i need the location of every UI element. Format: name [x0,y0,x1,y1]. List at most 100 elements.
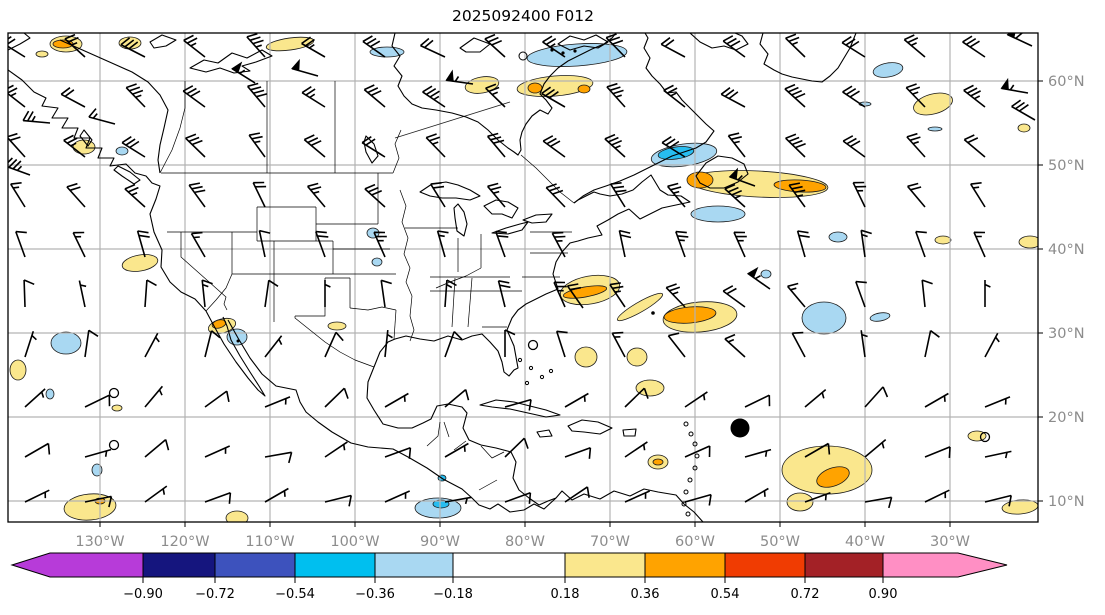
island-ring [694,453,700,459]
wind-barb [852,181,867,208]
wind-barb [564,447,592,459]
wind-barb [924,489,950,503]
wind-barb [419,37,446,58]
wind-barb [984,450,1012,459]
wind-barb-shaft [606,82,626,108]
wind-barb [8,132,26,158]
wind-barb [204,390,230,408]
wind-barb [425,133,446,158]
contour-patch [652,458,664,466]
wind-barb [744,487,769,503]
wind-barb-shaft [564,486,590,503]
wind-barb-shaft [551,231,566,258]
wind-barb [258,229,271,258]
wind-barb-shaft [264,335,283,358]
wind-barb [136,230,150,258]
wind-barb [611,331,626,358]
wind-barb [363,84,386,108]
x-tick-label: 50°W [760,534,800,550]
calm-wind-circle [108,439,120,451]
wind-barb [924,392,949,408]
wind-barb-shaft [729,175,756,187]
island-ring [524,380,530,386]
wind-barb-shaft [864,386,889,408]
wind-barb [545,183,566,208]
border-path [349,306,397,311]
wind-barb-shaft [15,230,27,258]
wind-barb-shaft [495,230,509,258]
wind-barb [485,83,506,108]
contour-patch [371,257,383,267]
wind-barb [841,36,866,58]
wind-barb-shaft [8,84,26,108]
wind-barb [791,331,806,358]
wind-barb-shaft [204,492,232,504]
wind-barb-shaft [722,35,746,58]
wind-barb [84,394,111,408]
coastline-path [567,419,613,435]
contour-line [394,101,511,139]
contour-patch [616,292,664,322]
contour-patch [626,347,648,367]
wind-barb [188,182,206,208]
colorbar-tick-label: −0.90 [123,587,163,602]
wind-barb [361,136,386,158]
wind-barb-shaft [291,67,319,77]
wind-barb [63,134,86,158]
wind-barb-shaft [963,84,986,108]
wind-barb [72,231,86,258]
colorbar-segment [142,552,216,578]
colorbar: −0.90 −0.72 −0.54 −0.36 −0.18 0.18 0.36 0.54 0.7… [10,552,1008,602]
wind-barb-shaft [484,33,506,58]
wind-barb-shaft [84,495,113,508]
wind-barb [306,182,326,208]
wind-barb [444,331,463,358]
wind-barb-shaft [144,385,164,408]
wind-barb [15,230,27,258]
contour-patch [115,146,129,156]
wind-barb-shaft [924,392,949,408]
wind-barb-shaft [675,230,689,258]
wind-barb [10,182,26,208]
wind-barb [864,496,893,509]
wind-barb-shaft [860,330,868,358]
wind-barb-shaft [1011,99,1036,121]
contour-patch [1018,235,1038,249]
island-ring [517,357,523,363]
island-ring [688,431,694,437]
wind-barb-shaft [906,182,926,208]
wind-barb [842,135,866,158]
wind-barb-shaft [380,279,392,308]
wind-barb-shaft [384,447,412,459]
wind-barb-shaft [303,134,326,158]
wind-barb [144,438,170,458]
grid-layer [8,33,1038,522]
wind-barb [860,330,868,358]
wind-barb [786,282,806,308]
y-tick-label: 20°N [1048,410,1085,426]
wind-barb [486,132,506,158]
wind-barb-shaft [727,132,746,158]
wind-barb [744,448,772,458]
contour-shading-layer [9,35,1038,522]
coastline-path [759,33,857,83]
wind-barb-shaft [264,487,289,503]
wind-barb-shaft [984,396,1011,408]
wind-barb-shaft [444,388,470,408]
colorbar-tick-label: 0.72 [791,587,820,602]
coastline-path [366,366,557,506]
wind-barb-shaft [315,230,329,258]
wind-barb-shaft [204,330,221,358]
wind-barb [315,230,329,258]
wind-barb-shaft [564,392,589,408]
wind-barb-shaft [684,445,711,458]
wind-barb [497,280,511,308]
wind-barb-shaft [852,181,867,208]
coastline-path [227,319,525,513]
wind-barb-shaft [144,279,157,308]
wind-barb [504,329,516,357]
wind-barb [661,136,686,158]
wind-barb-shaft [747,272,771,290]
wind-barb-shaft [362,35,386,58]
wind-barb [364,183,386,208]
